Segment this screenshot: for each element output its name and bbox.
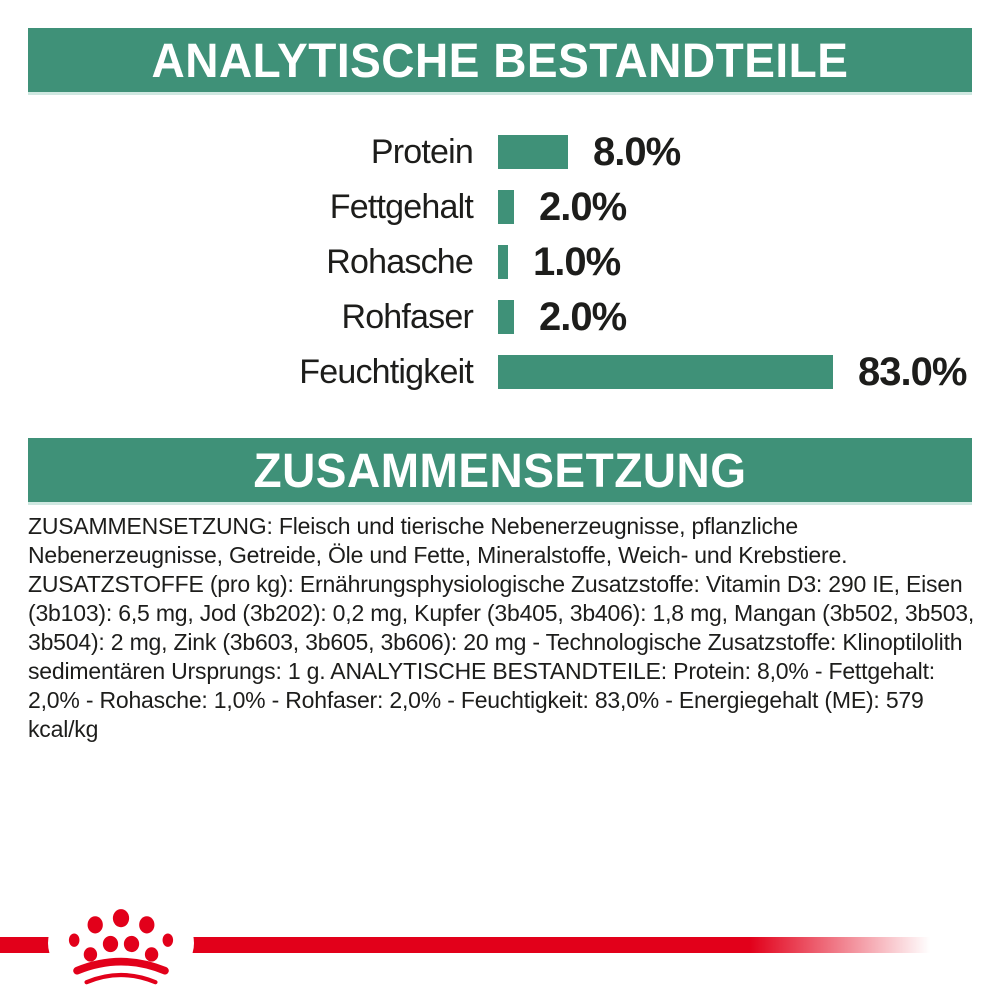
chart-category-label: Fettgehalt xyxy=(329,187,474,226)
chart-category-label: Feuchtigkeit xyxy=(299,352,474,391)
chart-bar xyxy=(498,244,508,279)
analytical-constituents-title: ANALYTISCHE BESTANDTEILE xyxy=(151,32,849,88)
analytical-constituents-banner: ANALYTISCHE BESTANDTEILE xyxy=(28,28,972,95)
chart-category-label: Protein xyxy=(370,132,474,171)
composition-text: ZUSAMMENSETZUNG: Fleisch und tierische N… xyxy=(28,513,975,742)
chart-value-label: 83.0% xyxy=(858,349,967,394)
royal-canin-crown-icon xyxy=(68,909,174,985)
chart-bar xyxy=(498,134,568,169)
chart-row: Rohfaser 2.0% xyxy=(0,289,1000,344)
chart-row: Protein 8.0% xyxy=(0,124,1000,179)
composition-banner: ZUSAMMENSETZUNG xyxy=(28,438,972,505)
chart-row: Fettgehalt 2.0% xyxy=(0,179,1000,234)
analytical-constituents-chart: Protein 8.0% Fettgehalt 2.0% Rohasche 1.0% Roh… xyxy=(0,124,1000,399)
chart-value-label: 1.0% xyxy=(533,239,621,284)
chart-row: Rohasche 1.0% xyxy=(0,234,1000,289)
chart-row: Feuchtigkeit 83.0% xyxy=(0,344,1000,399)
chart-bar xyxy=(498,299,514,334)
chart-bar xyxy=(498,354,833,389)
chart-category-label: Rohasche xyxy=(326,242,474,281)
brand-logo-holder xyxy=(48,893,194,993)
chart-value-label: 2.0% xyxy=(539,294,627,339)
chart-value-label: 2.0% xyxy=(539,184,627,229)
chart-value-label: 8.0% xyxy=(593,129,681,174)
chart-category-label: Rohfaser xyxy=(341,297,473,336)
composition-title: ZUSAMMENSETZUNG xyxy=(253,442,747,498)
brand-stripe xyxy=(0,937,1000,953)
chart-bar xyxy=(498,189,514,224)
